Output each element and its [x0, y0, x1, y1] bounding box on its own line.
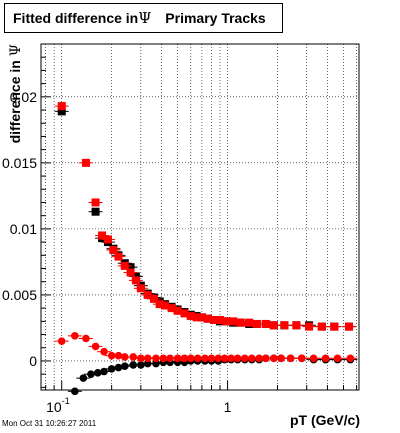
data-point-square — [57, 107, 66, 116]
data-point-circle — [91, 342, 100, 351]
data-point-circle — [129, 361, 138, 369]
x-axis-label: pT (GeV/c) — [290, 412, 360, 428]
data-point-circle — [277, 354, 285, 363]
y-axis-label-text: difference in — [7, 56, 23, 143]
x-tick-label-exponent: -1 — [62, 396, 70, 406]
data-point-square — [215, 316, 224, 325]
data-point-circle — [114, 363, 123, 372]
plot-border — [40, 43, 360, 391]
grid — [41, 44, 359, 390]
data-point-square — [252, 319, 261, 328]
y-axis-label: difference in Ψ — [7, 44, 24, 143]
data-point-square — [143, 290, 152, 299]
data-point-square — [280, 321, 289, 330]
data-point-square — [136, 284, 145, 293]
data-point-circle — [321, 354, 330, 363]
data-point-square — [317, 322, 326, 331]
data-point-square — [81, 158, 90, 167]
data-point-circle — [248, 354, 256, 363]
data-marks — [54, 102, 358, 396]
y-tick-label: 0.01 — [10, 221, 37, 237]
data-point-square — [245, 318, 254, 327]
data-point-square — [197, 313, 206, 322]
data-point-square — [149, 294, 158, 303]
data-point-circle — [57, 337, 66, 345]
data-point-square — [229, 317, 238, 326]
data-point-square — [161, 301, 170, 310]
data-point-square — [236, 318, 245, 327]
x-tick-label: 1 — [224, 399, 232, 415]
y-axis-label-symbol: Ψ — [8, 44, 24, 56]
data-point-circle — [143, 354, 152, 363]
chart-title: Fitted difference inΨ Primary Tracks — [4, 3, 283, 33]
data-point-circle — [137, 361, 145, 369]
data-point-circle — [166, 354, 174, 363]
data-point-square — [155, 300, 164, 309]
data-point-circle — [79, 374, 88, 382]
data-point-circle — [297, 354, 306, 363]
data-point-circle — [261, 354, 270, 363]
data-point-circle — [71, 332, 79, 340]
data-point-circle — [152, 354, 160, 363]
data-point-circle — [87, 370, 95, 378]
axis-ticks — [41, 56, 358, 390]
data-point-circle — [100, 347, 108, 356]
data-point-circle — [120, 353, 129, 361]
plot-frame — [40, 43, 360, 391]
data-point-circle — [309, 354, 318, 363]
data-point-square — [186, 312, 195, 321]
data-point-square — [167, 304, 176, 313]
data-point-circle — [152, 359, 160, 368]
data-point-square — [103, 235, 112, 244]
data-point-circle — [333, 354, 342, 363]
data-point-circle — [270, 354, 278, 363]
data-point-square — [109, 246, 118, 255]
y-tick-label: 0.02 — [10, 89, 37, 105]
data-point-square — [91, 207, 100, 216]
data-point-square — [120, 261, 129, 270]
axis-labels: 0 0.005 0.01 0.015 0.02 10 -1 1 pT (GeV/c) differ… — [2, 44, 360, 428]
data-point-circle — [82, 334, 90, 343]
data-point-square — [114, 252, 123, 261]
data-point-square — [330, 322, 339, 331]
data-point-circle — [71, 387, 79, 396]
data-point-square — [91, 198, 100, 207]
data-point-square — [126, 263, 135, 272]
data-point-circle — [233, 354, 242, 363]
timestamp: Mon Oct 31 10:26:27 2011 — [2, 419, 97, 428]
data-point-square — [173, 306, 182, 315]
psi-symbol: Ψ — [138, 9, 152, 27]
data-point-square — [131, 276, 140, 285]
data-point-circle — [286, 354, 295, 363]
data-point-circle — [114, 351, 123, 360]
data-point-square — [269, 321, 278, 330]
y-tick-label: 0.005 — [2, 287, 37, 303]
data-point-circle — [193, 354, 202, 363]
data-point-square — [261, 319, 270, 328]
data-point-circle — [346, 354, 355, 363]
y-tick-label: 0.015 — [2, 155, 37, 171]
data-point-square — [126, 268, 135, 277]
data-point-circle — [129, 353, 138, 361]
data-point-circle — [240, 354, 249, 363]
data-point-circle — [100, 367, 108, 376]
data-point-square — [57, 102, 66, 111]
data-point-square — [345, 322, 354, 331]
data-point-circle — [120, 362, 129, 371]
data-point-circle — [93, 369, 102, 377]
x-tick-label: 10 — [46, 399, 62, 415]
data-point-circle — [107, 365, 116, 373]
data-point-square — [292, 321, 301, 330]
data-point-square — [203, 314, 212, 323]
data-point-square — [305, 322, 314, 331]
data-point-square — [98, 231, 107, 240]
chart-title-prefix: Fitted difference in — [13, 10, 139, 26]
y-tick-label: 0 — [29, 353, 37, 369]
data-point-circle — [143, 359, 152, 368]
data-point-square — [180, 309, 189, 318]
chart-title-suffix: Primary Tracks — [165, 10, 266, 26]
